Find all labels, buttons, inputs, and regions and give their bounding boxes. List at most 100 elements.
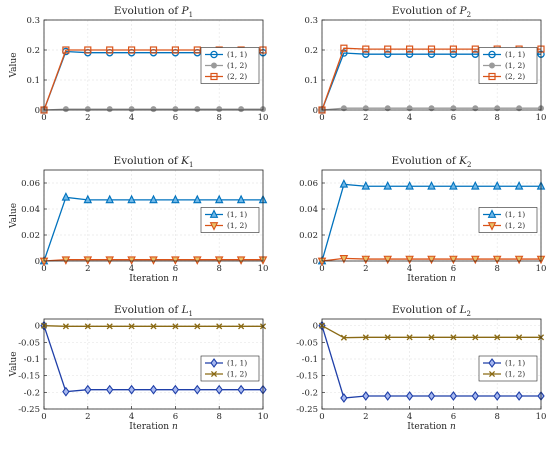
x-tick-label: 6 xyxy=(451,264,456,274)
legend-label: (1, 1) xyxy=(505,210,525,219)
data-point xyxy=(150,323,157,330)
x-tick-label: 0 xyxy=(319,412,324,422)
x-tick-label: 10 xyxy=(258,264,269,274)
data-point xyxy=(362,45,370,53)
legend: (1, 1) (1, 2) xyxy=(478,207,538,233)
data-point xyxy=(149,194,158,204)
legend-box xyxy=(478,207,538,233)
subplot-title: Evolution of K2 xyxy=(392,155,472,169)
data-point xyxy=(384,105,391,112)
y-tick-label: -0.1 xyxy=(24,355,40,365)
legend-label: (1, 1) xyxy=(505,50,525,59)
y-tick-label: 0 xyxy=(35,257,40,267)
legend-label: (1, 2) xyxy=(505,370,525,379)
legend-box xyxy=(200,207,260,233)
data-point xyxy=(383,50,392,58)
x-tick-label: 2 xyxy=(85,264,90,274)
y-tick-label: 0.3 xyxy=(304,16,318,26)
data-point xyxy=(384,391,392,401)
data-point xyxy=(450,334,457,341)
data-point xyxy=(106,106,113,113)
data-point xyxy=(406,45,414,53)
data-point xyxy=(61,256,71,265)
data-point xyxy=(472,334,479,341)
data-point xyxy=(194,323,201,330)
data-point xyxy=(515,391,523,401)
data-point xyxy=(171,194,180,204)
subplot-6: 0 2 4 6 8 10 0 -0.05 -0.1 -0.15 -0.2 -0.25 Evolution… xyxy=(296,304,546,432)
data-point xyxy=(471,255,480,265)
subplot-title: Evolution of P1 xyxy=(114,5,193,19)
data-point xyxy=(340,44,348,52)
data-point xyxy=(216,323,223,330)
y-tick-label: 0.04 xyxy=(21,205,40,215)
legend-box xyxy=(200,355,260,382)
x-tick-label: 0 xyxy=(41,412,46,422)
x-tick-label: 4 xyxy=(129,264,134,274)
subplot-1: 0 2 4 6 8 10 0 0.1 0.2 0.3 Evolution of P1 Value (1,… xyxy=(9,5,268,123)
y-tick-label: 0.06 xyxy=(21,179,40,189)
data-point xyxy=(106,46,114,54)
data-point xyxy=(128,323,135,330)
legend: (1, 1) (1, 2) xyxy=(478,355,538,382)
data-point xyxy=(84,106,91,113)
data-point xyxy=(62,46,70,54)
subplot-4: 0 2 4 6 8 10 0 0.02 0.04 0.06 Evolution of K2 Itera… xyxy=(299,155,546,284)
legend-marker xyxy=(210,370,218,378)
legend-marker xyxy=(488,62,495,69)
x-tick-label: 8 xyxy=(494,264,499,274)
data-point xyxy=(471,181,480,190)
y-tick-label: 0.3 xyxy=(26,16,40,26)
y-tick-label: 0.06 xyxy=(299,179,318,189)
data-point xyxy=(237,384,245,395)
data-point xyxy=(127,384,136,395)
series-2 xyxy=(317,255,546,267)
subplot-3: 0 2 4 6 8 10 0 0.02 0.04 0.06 Evolution of K1 Itera… xyxy=(9,155,268,284)
legend-marker xyxy=(210,62,217,69)
legend-label: (1, 1) xyxy=(505,359,525,368)
data-point xyxy=(214,194,224,204)
data-point xyxy=(383,255,392,265)
data-point xyxy=(449,45,457,53)
x-tick-label: 4 xyxy=(407,113,412,123)
x-tick-label: 4 xyxy=(407,264,412,274)
y-tick-label: -0.1 xyxy=(302,355,318,365)
data-point xyxy=(340,393,348,403)
y-tick-label: -0.15 xyxy=(18,372,40,382)
data-point xyxy=(405,255,414,265)
x-tick-label: 0 xyxy=(319,264,324,274)
legend-marker xyxy=(488,72,496,81)
axes-box xyxy=(43,318,264,410)
legend-label: (1, 1) xyxy=(227,50,247,59)
data-point xyxy=(492,255,502,265)
data-point xyxy=(106,323,113,330)
legend-marker xyxy=(488,50,496,59)
legend-marker xyxy=(488,370,496,378)
x-axis-label: Iteration n xyxy=(129,422,178,432)
legend-marker xyxy=(210,358,218,368)
x-tick-label: 8 xyxy=(494,412,499,422)
data-point xyxy=(171,384,180,395)
data-point xyxy=(171,256,180,265)
data-point xyxy=(516,334,523,341)
data-point xyxy=(406,105,413,112)
data-point xyxy=(150,106,157,113)
x-tick-label: 2 xyxy=(85,113,90,123)
subplot-5: 0 2 4 6 8 10 0 -0.05 -0.1 -0.15 -0.2 -0.25 Evolution… xyxy=(9,304,268,432)
y-tick-label: -0.2 xyxy=(302,388,318,398)
data-point xyxy=(127,194,136,204)
y-tick-label: -0.2 xyxy=(24,388,40,398)
data-point xyxy=(214,256,224,265)
series-2 xyxy=(318,105,545,114)
data-point xyxy=(340,105,347,112)
series-1 xyxy=(40,320,267,397)
legend-label: (2, 2) xyxy=(505,72,525,81)
data-point xyxy=(194,106,201,113)
legend-label: (1, 2) xyxy=(505,61,525,70)
data-point xyxy=(62,323,69,330)
x-tick-label: 6 xyxy=(451,113,456,123)
x-tick-label: 10 xyxy=(536,113,547,123)
data-point xyxy=(449,181,458,190)
data-point xyxy=(384,45,392,53)
